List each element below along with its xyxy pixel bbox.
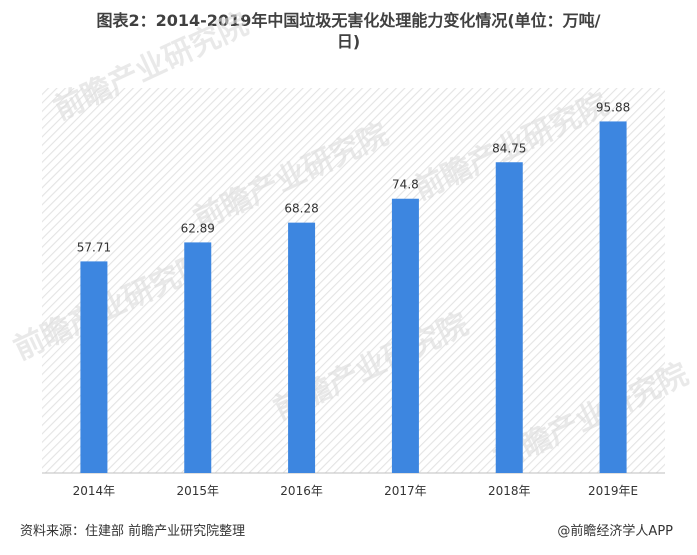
bar: [288, 222, 316, 473]
bar: [184, 242, 212, 473]
data-label: 74.8: [392, 178, 419, 192]
x-tick-label: 2016年: [280, 484, 323, 498]
x-tick-label: 2015年: [176, 484, 219, 498]
data-label: 95.88: [596, 100, 630, 114]
bar: [391, 198, 419, 473]
bar: [599, 121, 627, 473]
x-tick-label: 2018年: [488, 484, 531, 498]
credit-note: @前瞻经济学人APP: [557, 524, 673, 539]
x-tick-label: 2017年: [384, 484, 427, 498]
x-tick-label: 2019年E: [588, 484, 638, 498]
source-note: 资料来源：住建部 前瞻产业研究院整理: [20, 524, 246, 539]
data-label: 57.71: [77, 240, 111, 254]
bar: [495, 162, 523, 473]
chart-title: 图表2：2014-2019年中国垃圾无害化处理能力变化情况(单位：万吨/ 日): [0, 10, 697, 52]
data-label: 68.28: [284, 202, 318, 216]
chart-title-line-1: 图表2：2014-2019年中国垃圾无害化处理能力变化情况(单位：万吨/: [96, 11, 601, 30]
bar: [80, 261, 108, 473]
data-label: 84.75: [492, 141, 526, 155]
plot-area: [42, 88, 665, 473]
x-tick-label: 2014年: [73, 484, 116, 498]
chart-title-line-2: 日): [336, 32, 361, 51]
data-label: 62.89: [181, 221, 215, 235]
